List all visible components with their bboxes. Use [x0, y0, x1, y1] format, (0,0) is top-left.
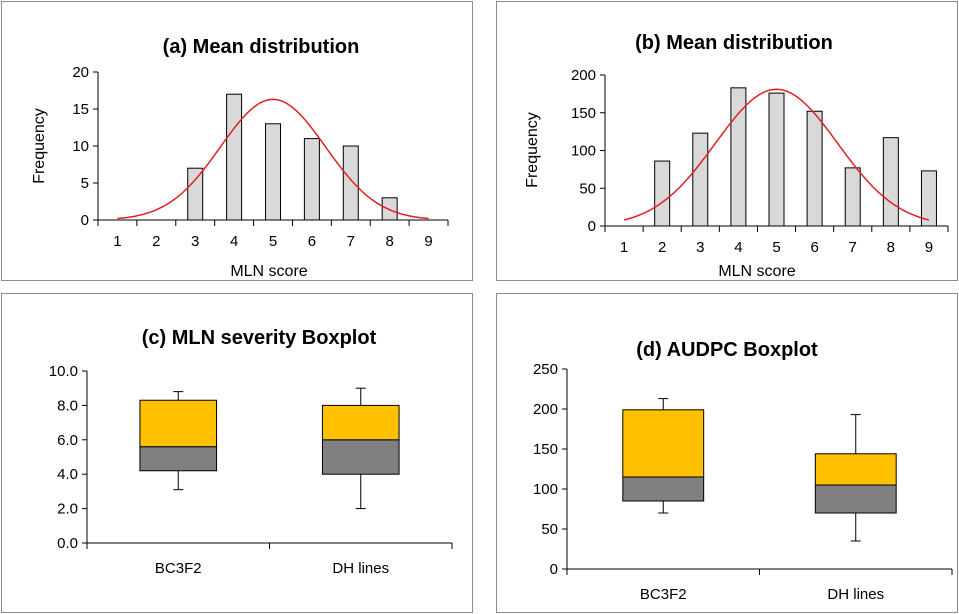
y-tick-label: 6.0: [57, 432, 78, 449]
bar-3: [692, 132, 709, 227]
chart-d-svg: (d) AUDPC Boxplot 0 50 100 150 200 250 BC3F2 D…: [533, 339, 953, 603]
x-tick-label: 3: [191, 233, 199, 250]
normal-curve: [623, 88, 930, 221]
bar-5: [768, 92, 785, 227]
y-tick-label: 50: [579, 180, 596, 197]
x-tick-label: 9: [424, 233, 432, 250]
chart-a-ylabel: Frequency: [31, 108, 48, 184]
y-tick-label: 150: [533, 441, 558, 458]
chart-panel-a: (a) Mean distribution Frequency MLN scor…: [1, 1, 473, 281]
x-tick-label: 7: [849, 239, 857, 256]
y-tick-label: 10: [72, 138, 89, 155]
x-tick-label: 4: [230, 233, 238, 250]
chart-b-svg: (b) Mean distribution Frequency MLN scor…: [524, 32, 949, 280]
box-upper-0: [622, 409, 705, 478]
y-tick-label: 0.0: [57, 535, 78, 552]
y-tick-label: 50: [541, 521, 558, 538]
x-tick-label: DH lines: [827, 586, 884, 603]
bar-8: [882, 137, 899, 227]
box-lower-0: [622, 476, 705, 502]
x-tick-label: 5: [772, 239, 780, 256]
y-tick-label: 4.0: [57, 466, 78, 483]
y-tick-label: 200: [571, 67, 596, 84]
x-tick-label: BC3F2: [640, 586, 687, 603]
y-tick-label: 250: [533, 361, 558, 378]
bar-7: [342, 145, 359, 221]
y-tick-label: 10.0: [49, 363, 78, 380]
chart-b-ylabel: Frequency: [524, 112, 541, 188]
x-tick-label: 4: [734, 239, 742, 256]
chart-d-title: (d) AUDPC Boxplot: [636, 339, 818, 361]
chart-c-svg: (c) MLN severity Boxplot 0.0 2.0 4.0 6.0 8.0…: [49, 327, 453, 577]
chart-panel-c: (c) MLN severity Boxplot 0.0 2.0 4.0 6.0 8.0…: [1, 293, 473, 613]
y-tick-label: 100: [533, 481, 558, 498]
x-tick-label: 6: [810, 239, 818, 256]
box-lower-1: [814, 484, 897, 514]
x-tick-label: BC3F2: [155, 560, 202, 577]
y-tick-label: 8.0: [57, 397, 78, 414]
bar-9: [920, 170, 937, 227]
chart-panel-b: (b) Mean distribution Frequency MLN scor…: [496, 1, 958, 281]
bar-5: [265, 123, 281, 221]
y-tick-label: 0: [550, 561, 558, 578]
x-tick-label: 3: [696, 239, 704, 256]
x-tick-label: 2: [152, 233, 160, 250]
bar-3: [187, 167, 204, 221]
box-upper-0: [139, 399, 218, 448]
y-tick-label: 5: [81, 175, 89, 192]
chart-a-xlabel: MLN score: [230, 263, 307, 280]
y-tick-label: 0: [588, 218, 596, 235]
chart-c-title: (c) MLN severity Boxplot: [142, 327, 377, 349]
box-upper-1: [814, 453, 897, 486]
x-tick-label: 6: [308, 233, 316, 250]
y-tick-label: 15: [72, 101, 89, 118]
x-tick-label: 1: [620, 239, 628, 256]
box-upper-1: [321, 404, 400, 441]
bar-4: [226, 93, 243, 221]
x-tick-label: 2: [658, 239, 666, 256]
chart-b-title: (b) Mean distribution: [635, 32, 833, 54]
bar-2: [654, 160, 671, 227]
x-tick-label: DH lines: [332, 560, 389, 577]
bar-8: [381, 197, 398, 221]
y-tick-label: 2.0: [57, 501, 78, 518]
y-tick-label: 0: [81, 212, 89, 229]
chart-a-title: (a) Mean distribution: [163, 36, 360, 58]
bar-7: [844, 167, 861, 227]
bar-6: [303, 138, 320, 221]
bar-6: [806, 110, 823, 227]
x-tick-label: 1: [113, 233, 121, 250]
y-tick-label: 100: [571, 143, 596, 160]
x-tick-label: 8: [385, 233, 393, 250]
chart-panel-d: (d) AUDPC Boxplot 0 50 100 150 200 250 BC3F2 D…: [496, 293, 958, 613]
box-lower-0: [139, 446, 218, 472]
x-tick-label: 8: [887, 239, 895, 256]
normal-curve: [117, 98, 429, 220]
y-tick-label: 200: [533, 401, 558, 418]
y-tick-label: 20: [72, 64, 89, 81]
chart-b-xlabel: MLN score: [718, 263, 795, 280]
x-tick-label: 7: [347, 233, 355, 250]
y-tick-label: 150: [571, 105, 596, 122]
x-tick-label: 9: [925, 239, 933, 256]
box-lower-1: [321, 439, 400, 475]
x-tick-label: 5: [269, 233, 277, 250]
chart-a-svg: (a) Mean distribution Frequency MLN scor…: [31, 36, 449, 280]
